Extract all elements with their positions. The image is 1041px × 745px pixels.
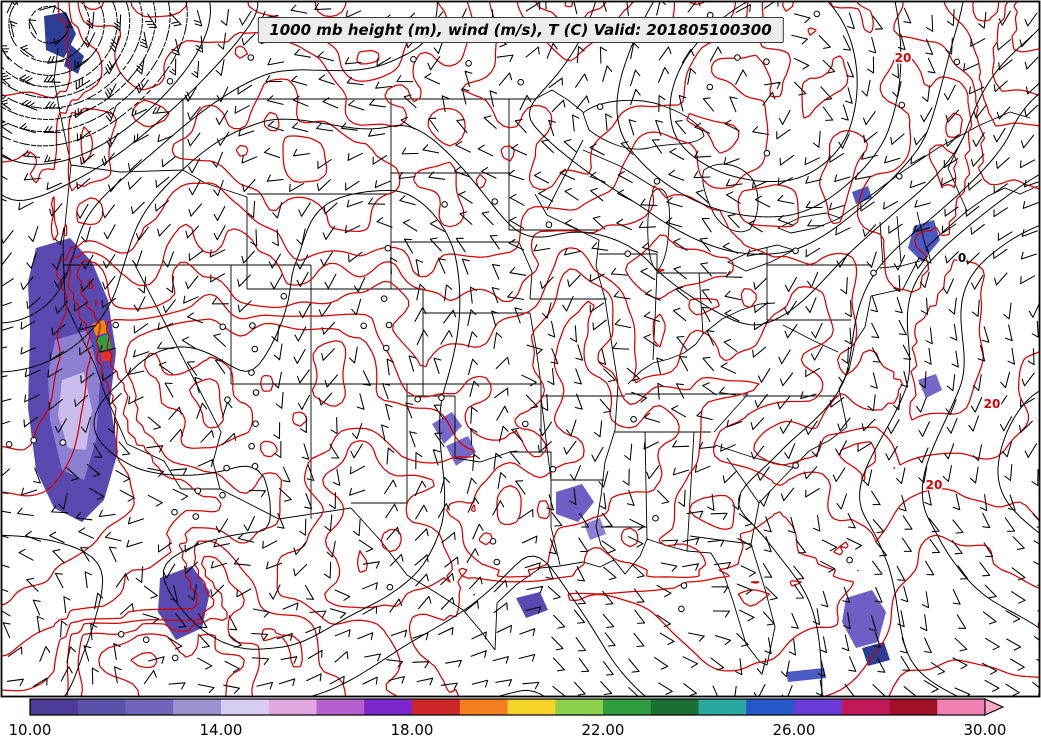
plot-frame: [0, 0, 1041, 698]
state-borders: [53, 47, 1039, 666]
svg-text:20: 20: [926, 478, 943, 492]
plot-title-box: 1000 mb height (m), wind (m/s), T (C) Va…: [257, 17, 784, 43]
map-area: 20 20 0 20 1000 mb height (m), wind (m/s), …: [0, 0, 1041, 698]
plot-title: 1000 mb height (m), wind (m/s), T (C) Va…: [269, 21, 772, 39]
colorbar: 10.00 14.00 18.00 22.00 26.00 30.00: [0, 697, 1041, 745]
colorbar-extend-arrow: [984, 698, 1005, 716]
colorbar-tick-label: 30.00: [964, 721, 1007, 739]
svg-text:0: 0: [958, 251, 966, 265]
map-layers: 20 20 0 20: [2, 2, 1039, 696]
colorbar-canvas: 10.00 14.00 18.00 22.00 26.00 30.00: [9, 698, 1007, 739]
contour-labels: 20 20 0 20: [893, 50, 1002, 494]
temperature-contours: [2, 2, 1039, 696]
shaded-fill-patches: [28, 12, 942, 682]
calm-station-circles: [5, 10, 961, 662]
colorbar-gradient: [29, 698, 986, 716]
colorbar-tick-label: 26.00: [773, 721, 816, 739]
height-contours: [2, 2, 1039, 696]
colorbar-tick-label: 10.00: [9, 721, 52, 739]
colorbar-tick-label: 18.00: [391, 721, 434, 739]
map-canvas: 20 20 0 20: [0, 0, 1041, 698]
colorbar-tick-labels: 10.00 14.00 18.00 22.00 26.00 30.00: [9, 721, 1007, 739]
svg-text:20: 20: [895, 51, 912, 65]
colorbar-tick-label: 14.00: [200, 721, 243, 739]
colorbar-tick-label: 22.00: [582, 721, 625, 739]
svg-text:20: 20: [984, 397, 1001, 411]
wind-barbs: [2, 2, 1039, 696]
